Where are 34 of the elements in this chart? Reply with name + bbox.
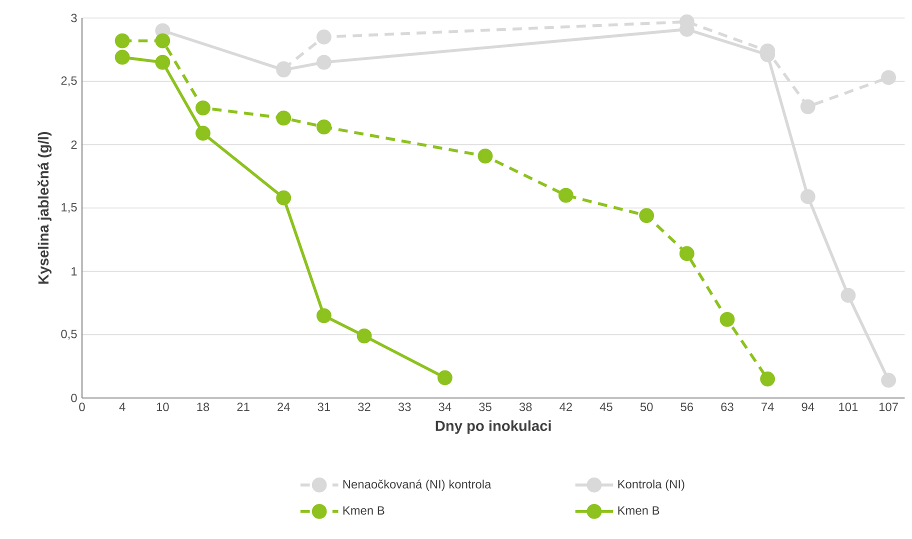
x-tick-label: 31 (318, 402, 330, 412)
x-tick-label: 42 (560, 402, 572, 412)
x-tick-label: 50 (640, 402, 653, 412)
y-tick-label: 0 (71, 394, 77, 402)
x-tick-label: 35 (479, 402, 492, 412)
x-tick-label: 38 (519, 402, 532, 412)
x-tick-label: 101 (839, 402, 858, 412)
x-tick-label: 21 (237, 402, 250, 412)
x-tick-label: 33 (398, 402, 411, 412)
x-tick-label: 74 (762, 402, 774, 411)
y-tick-label: 0,5 (61, 330, 77, 340)
x-tick-label: 45 (600, 402, 612, 412)
x-tick-label: 63 (721, 402, 734, 412)
y-tick-label: 1,5 (62, 203, 77, 213)
legend-label: Nenaočkovaná (NI) kontrola (343, 480, 492, 491)
legend-label: Kontrola (NI) (618, 480, 684, 491)
x-tick-label: 4 (119, 402, 126, 411)
y-axis-title: Kyselina jablečná (g/l) (38, 132, 52, 284)
legend-label: Kmen B (343, 506, 384, 515)
x-tick-label: 56 (680, 402, 694, 412)
y-tick-label: 2 (71, 140, 77, 149)
x-tick-label: 10 (156, 402, 169, 412)
legend-label: Kmen B (618, 506, 660, 515)
x-tick-label: 94 (802, 402, 814, 412)
x-axis-title: Dny po inokulaci (436, 420, 551, 434)
x-tick-label: 34 (438, 402, 452, 412)
x-tick-label: 107 (879, 402, 898, 412)
x-tick-label: 24 (278, 402, 290, 412)
x-tick-label: 0 (79, 402, 85, 412)
x-tick-label: 18 (197, 402, 210, 412)
x-tick-label: 32 (358, 402, 370, 412)
y-tick-label: 2,5 (61, 76, 77, 86)
y-tick-label: 3 (71, 14, 77, 22)
y-tick-label: 1 (72, 267, 77, 276)
